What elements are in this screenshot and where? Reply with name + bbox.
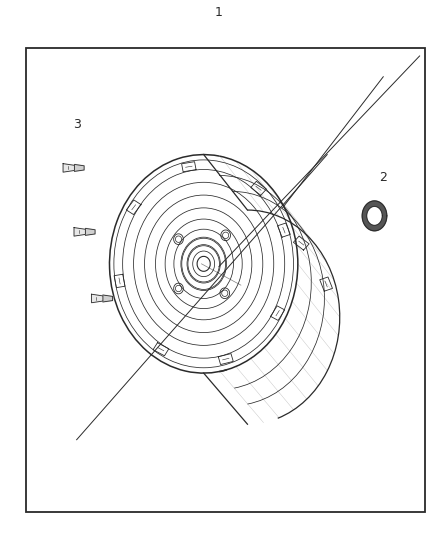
Bar (26, 48, 425, 512)
Polygon shape (92, 294, 103, 303)
Polygon shape (63, 164, 74, 172)
Polygon shape (362, 201, 387, 231)
Text: 2: 2 (379, 171, 387, 184)
Polygon shape (85, 229, 95, 236)
Polygon shape (74, 164, 84, 171)
Polygon shape (103, 295, 113, 302)
Polygon shape (74, 228, 85, 236)
Text: 3: 3 (73, 118, 81, 131)
Text: 1: 1 (215, 6, 223, 19)
